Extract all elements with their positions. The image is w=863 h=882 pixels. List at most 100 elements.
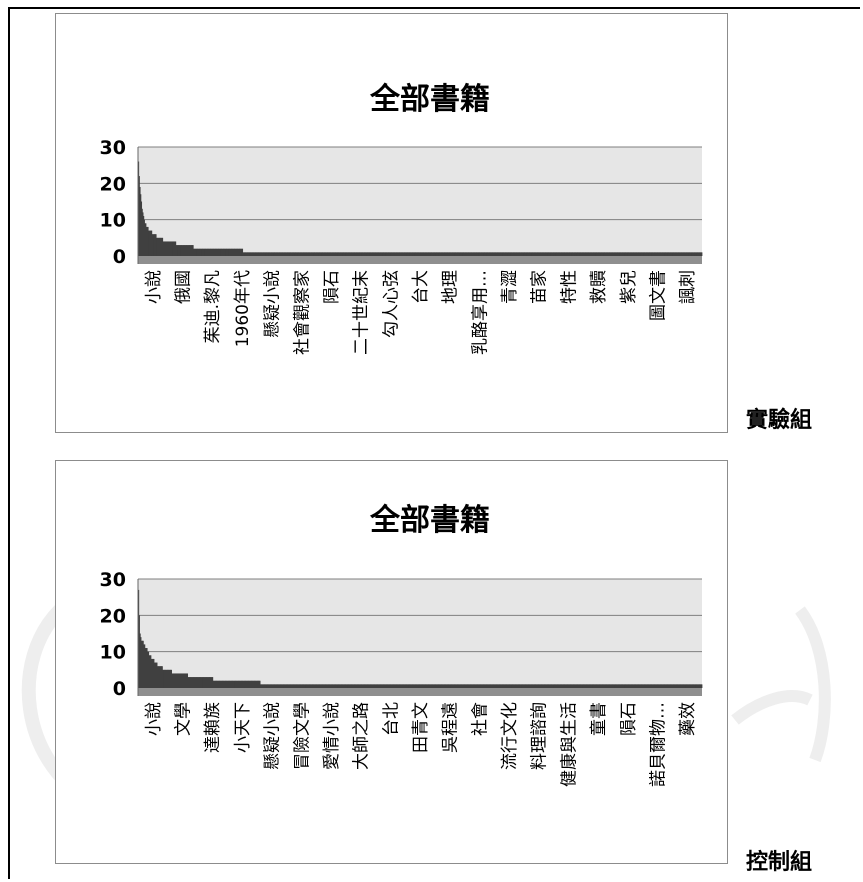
bar <box>407 684 409 688</box>
bar <box>241 248 243 256</box>
bar <box>579 252 581 256</box>
bar <box>184 245 186 256</box>
bar <box>583 684 585 688</box>
bar <box>297 252 299 256</box>
bar <box>644 684 646 688</box>
bar <box>413 252 415 256</box>
bar <box>499 252 501 256</box>
bar <box>415 252 417 256</box>
bar <box>201 248 203 256</box>
bar <box>320 252 322 256</box>
bar <box>543 252 545 256</box>
bar <box>147 651 150 688</box>
bar <box>387 252 389 256</box>
y-tick-label: 10 <box>100 642 126 664</box>
bar <box>431 252 433 256</box>
bar <box>434 252 436 256</box>
bar <box>546 684 548 688</box>
bar <box>448 684 450 688</box>
bar <box>216 248 218 256</box>
bar <box>340 252 342 256</box>
bar <box>409 252 411 256</box>
bar <box>447 684 449 688</box>
bar <box>274 684 276 688</box>
bar <box>472 252 474 256</box>
bar <box>233 248 235 256</box>
bar <box>464 252 466 256</box>
bar <box>271 252 273 256</box>
bar <box>149 230 151 256</box>
bar <box>243 252 245 256</box>
bar <box>234 248 236 256</box>
bar <box>553 252 555 256</box>
bar <box>344 252 346 256</box>
bar <box>625 252 627 256</box>
bar <box>578 252 580 256</box>
bar <box>404 252 406 256</box>
bar <box>599 684 601 688</box>
bar <box>159 237 161 256</box>
bar <box>273 252 275 256</box>
bar <box>576 684 578 688</box>
bar <box>619 684 621 688</box>
bar <box>653 252 655 256</box>
bar <box>534 252 536 256</box>
bar <box>150 655 152 688</box>
bar <box>369 684 371 688</box>
bar <box>277 684 279 688</box>
bar <box>329 252 332 256</box>
bar <box>542 684 544 688</box>
bar <box>585 684 588 688</box>
bar <box>154 234 156 256</box>
bar <box>167 241 169 256</box>
bar <box>196 248 198 256</box>
bar <box>164 241 166 256</box>
bar <box>410 252 412 256</box>
bar <box>547 252 549 256</box>
bar <box>395 252 397 256</box>
bar <box>186 245 188 256</box>
bar <box>262 252 264 256</box>
bar <box>195 677 197 688</box>
bar <box>683 252 685 256</box>
bar <box>506 684 508 688</box>
bar <box>255 252 257 256</box>
bar <box>508 252 510 256</box>
bar <box>686 252 688 256</box>
bar <box>486 252 488 256</box>
bar <box>538 684 540 688</box>
bar <box>443 252 445 256</box>
bar <box>218 680 221 688</box>
bar <box>358 684 360 688</box>
bar <box>636 252 638 256</box>
bar <box>504 252 506 256</box>
bar <box>391 252 393 256</box>
bar <box>400 684 402 688</box>
bar <box>321 252 324 256</box>
bar <box>652 252 654 256</box>
bar <box>672 252 675 256</box>
bar <box>171 673 173 688</box>
bar <box>406 684 408 688</box>
bar <box>253 680 255 688</box>
bar <box>487 684 489 688</box>
bar <box>534 684 536 688</box>
bar <box>188 245 191 256</box>
bar <box>665 252 667 256</box>
bar <box>677 252 679 256</box>
bar <box>196 677 198 688</box>
bar <box>247 252 249 256</box>
bar <box>359 684 361 688</box>
bar <box>294 252 296 256</box>
bar <box>422 252 425 256</box>
bar <box>438 684 440 688</box>
bar <box>185 673 187 688</box>
bar <box>425 252 427 256</box>
bar <box>337 684 339 688</box>
bar <box>400 252 402 256</box>
bar <box>284 252 286 256</box>
bar <box>268 684 270 688</box>
bar <box>672 252 674 256</box>
bar <box>581 252 583 256</box>
bar <box>660 252 662 256</box>
